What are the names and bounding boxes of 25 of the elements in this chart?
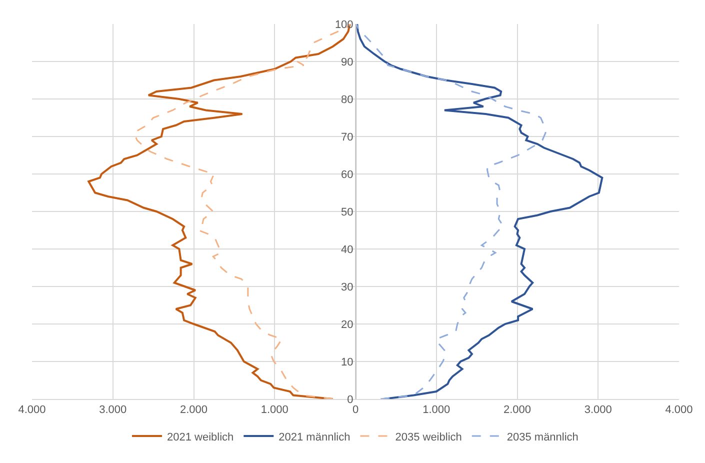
x-tick-label: 3.000 (584, 404, 612, 416)
legend-label: 2021 männlich (278, 431, 350, 444)
y-tick-label: 50 (341, 206, 354, 218)
x-tick-label: 1.000 (422, 404, 450, 416)
x-tick-label: 2.000 (503, 404, 532, 416)
x-tick-label: 4.000 (665, 404, 693, 416)
x-tick-label: 2.000 (180, 404, 208, 416)
line-series (356, 24, 546, 399)
x-tick-label: 3.000 (99, 404, 127, 416)
y-tick-label: 10 (341, 356, 354, 368)
y-tick-label: 0 (347, 394, 354, 406)
y-tick-label: 100 (334, 18, 354, 31)
legend-label: 2021 weiblich (167, 431, 234, 444)
y-tick-label: 70 (341, 131, 354, 144)
y-tick-label: 90 (341, 56, 354, 68)
y-tick-label: 30 (341, 281, 354, 294)
y-tick-label: 20 (341, 318, 354, 331)
y-tick-label: 60 (341, 168, 354, 181)
y-tick-label: 80 (341, 94, 354, 106)
legend-label: 2035 weiblich (395, 431, 462, 444)
x-tick-label: 1.000 (260, 404, 288, 416)
line-series (356, 24, 604, 399)
y-tick-label: 40 (341, 244, 354, 256)
x-tick-label: 4.000 (18, 404, 46, 416)
legend-label: 2035 männlich (506, 431, 578, 444)
